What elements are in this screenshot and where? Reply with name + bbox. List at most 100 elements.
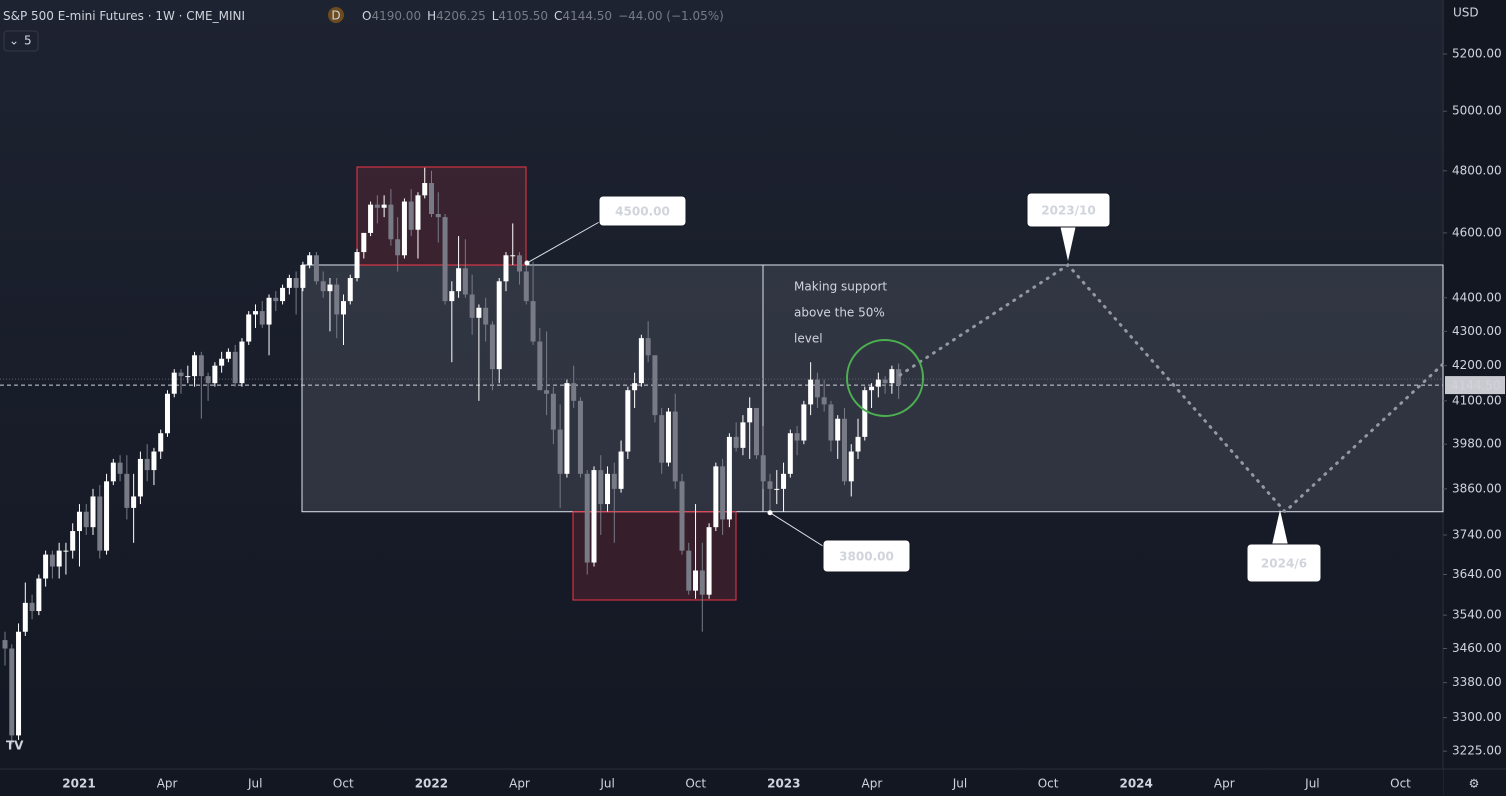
candle-body	[632, 383, 638, 391]
y-tick-label: 3980.00	[1452, 437, 1502, 451]
candle-body	[97, 496, 103, 551]
candle-body	[794, 433, 800, 441]
candle-body	[510, 255, 516, 257]
logo: TV	[6, 739, 24, 753]
ohlc-value: 4105.50	[498, 9, 548, 23]
candle-body	[679, 481, 685, 551]
candle-body	[401, 201, 407, 256]
x-tick-label: 2023	[767, 777, 800, 791]
y-tick-label: 5200.00	[1452, 46, 1502, 60]
candle-body	[801, 404, 807, 441]
candle-body	[550, 393, 556, 430]
x-tick-label: Jul	[952, 777, 967, 791]
indicator-button[interactable]	[3, 30, 39, 52]
candle-body	[814, 379, 820, 398]
candle-body	[882, 379, 888, 384]
candle-body	[43, 554, 49, 579]
ohlc-legend: O4190.00 H4206.25 L4105.50 C4144.50 −44.00 (…	[362, 9, 724, 23]
ohlc-value: 4144.50	[562, 9, 612, 23]
x-tick-label: Oct	[685, 777, 706, 791]
candle-body	[726, 436, 732, 520]
candle-body	[151, 451, 157, 471]
anchor	[524, 260, 530, 266]
candle-body	[733, 436, 739, 448]
candle-body	[117, 462, 123, 474]
x-tick-label: Apr	[157, 777, 178, 791]
target-label: 2024/6	[1261, 557, 1307, 571]
candle-body	[212, 365, 218, 384]
candle-body	[320, 281, 326, 292]
y-tick-label: 4600.00	[1452, 225, 1502, 239]
candle-body	[131, 496, 137, 508]
ohlc-key: H	[427, 9, 436, 23]
candle-body	[706, 527, 712, 595]
candle-body	[49, 554, 55, 567]
note-text: above the 50%	[794, 306, 885, 320]
candle-body	[252, 311, 258, 315]
candle-body	[259, 311, 265, 325]
candle-body	[611, 473, 617, 489]
candle-body	[564, 383, 570, 474]
candle-body	[286, 278, 292, 288]
level-label: 4500.00	[615, 205, 670, 219]
pointer	[1060, 225, 1076, 261]
candle-body	[205, 376, 211, 384]
candle-body	[374, 204, 380, 208]
candle-body	[625, 390, 631, 452]
candle-body	[774, 488, 780, 490]
candle-body	[429, 183, 435, 215]
x-tick-label: Oct	[333, 777, 354, 791]
candle-body	[361, 232, 367, 253]
candle-body	[672, 411, 678, 482]
candle-body	[381, 204, 387, 208]
candle-body	[740, 422, 746, 448]
candle-body	[239, 341, 245, 384]
candle-body	[76, 511, 82, 532]
candle-body	[557, 429, 563, 474]
currency[interactable]: USD	[1453, 6, 1479, 20]
candle-body	[605, 473, 611, 505]
candle-body	[307, 255, 313, 265]
candle-body	[577, 400, 583, 474]
candle-body	[808, 379, 814, 405]
candle-body	[124, 473, 130, 508]
candle-body	[896, 369, 902, 386]
candle-body	[767, 481, 773, 489]
x-tick-label: 2024	[1119, 777, 1152, 791]
x-tick-label: Oct	[1038, 777, 1059, 791]
candle-body	[395, 239, 401, 256]
candle-body	[280, 287, 286, 302]
x-tick-label: Jul	[599, 777, 614, 791]
top-zone	[356, 166, 527, 266]
level-label-box	[598, 195, 687, 227]
candle-body	[544, 390, 550, 394]
y-tick-label: 4800.00	[1452, 163, 1502, 177]
candle-body	[889, 369, 895, 384]
x-tick-label: Apr	[862, 777, 883, 791]
support-circle	[846, 339, 924, 417]
candle-body	[483, 307, 489, 325]
ohlc-key: C	[554, 9, 562, 23]
candle-body	[462, 268, 468, 295]
candle-body	[496, 281, 502, 370]
candle-body	[699, 570, 705, 595]
candle-body	[503, 255, 509, 282]
candle-body	[219, 358, 225, 366]
candle-body	[171, 372, 177, 394]
candle-body	[618, 451, 624, 489]
x-tick-label: Jul	[247, 777, 262, 791]
candle-body	[178, 372, 184, 377]
y-tick-label: 3300.00	[1452, 710, 1502, 724]
candle-body	[875, 379, 881, 387]
candle-body	[456, 268, 462, 292]
x-tick-label: Jul	[1304, 777, 1319, 791]
y-tick-label: 3460.00	[1452, 641, 1502, 655]
candle-body	[652, 355, 658, 416]
x-tick-label: 2022	[415, 777, 448, 791]
candle-body	[164, 393, 170, 434]
y-tick-label: 4400.00	[1452, 290, 1502, 304]
candle-body	[422, 183, 428, 196]
candle-body	[828, 404, 834, 441]
candle-body	[489, 324, 495, 370]
